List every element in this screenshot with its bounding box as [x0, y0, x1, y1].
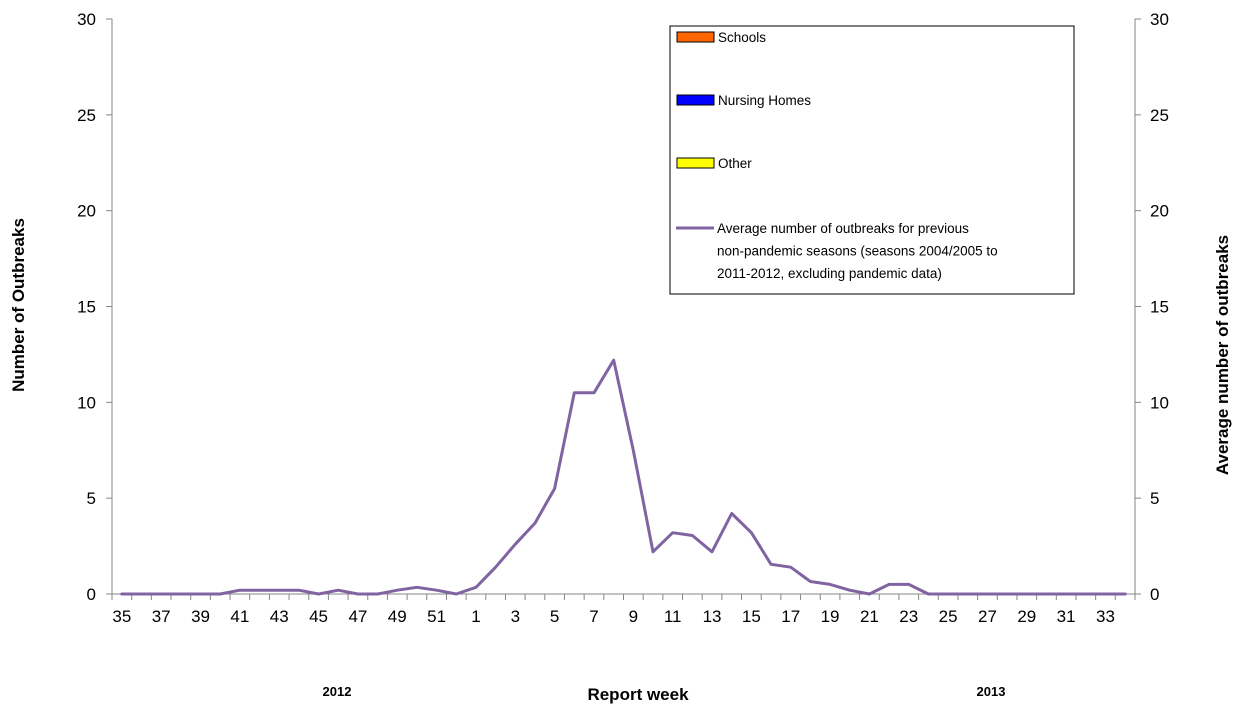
legend-label-line: Average number of outbreaks for previous [717, 221, 969, 236]
y-tick-label: 20 [77, 202, 96, 221]
y-tick-label: 15 [77, 298, 96, 317]
year-label-2013: 2013 [977, 684, 1006, 699]
y-axis-title: Number of Outbreaks [9, 218, 28, 392]
x-tick-label: 21 [860, 607, 879, 626]
y-tick-label: 30 [77, 10, 96, 29]
y-tick-label: 25 [77, 106, 96, 125]
x-tick-label: 45 [309, 607, 328, 626]
year-label-2012: 2012 [323, 684, 352, 699]
y2-tick-label: 20 [1150, 202, 1169, 221]
x-tick-label: 51 [427, 607, 446, 626]
x-tick-label: 11 [664, 607, 682, 626]
legend: Schools Nursing Homes Other Average number … [669, 25, 1075, 295]
legend-swatch [676, 157, 715, 169]
series-line-average [120, 358, 1127, 596]
y2-tick-label: 30 [1150, 10, 1169, 29]
x-tick-label: 41 [230, 607, 249, 626]
x-tick-label: 35 [112, 607, 131, 626]
x-tick-label: 17 [781, 607, 800, 626]
x-tick-label: 47 [348, 607, 367, 626]
x-tick-label: 37 [152, 607, 171, 626]
y2-axis-title: Average number of outbreaks [1213, 235, 1232, 475]
x-tick-label: 15 [742, 607, 761, 626]
x-tick-label: 1 [471, 607, 480, 626]
y-tick-label: 10 [77, 393, 96, 412]
x-tick-label: 39 [191, 607, 210, 626]
x-axis-title: Report week [587, 685, 689, 704]
legend-label-line: non-pandemic seasons (seasons 2004/2005 … [717, 244, 998, 259]
legend-label-line: 2011-2012, excluding pandemic data) [717, 266, 942, 281]
legend-label: Nursing Homes [718, 93, 811, 108]
x-tick-label: 25 [939, 607, 958, 626]
right-y-axis: 0 5 10 15 20 25 30 [1135, 10, 1169, 604]
x-tick-label: 43 [270, 607, 289, 626]
x-tick-label: 13 [703, 607, 722, 626]
y2-tick-label: 5 [1150, 489, 1159, 508]
y2-tick-label: 25 [1150, 106, 1169, 125]
x-tick-label: 31 [1057, 607, 1076, 626]
x-tick-label: 19 [821, 607, 840, 626]
x-tick-label: 27 [978, 607, 997, 626]
legend-box [669, 25, 1075, 295]
left-y-axis: 0 5 10 15 20 25 30 [77, 10, 112, 604]
y2-tick-label: 10 [1150, 393, 1169, 412]
series-layer [120, 358, 1127, 596]
x-tick-label: 9 [629, 607, 638, 626]
x-tick-label: 7 [589, 607, 598, 626]
y2-tick-label: 15 [1150, 298, 1169, 317]
x-axis: 35 37 39 41 43 45 47 49 51 1 3 5 7 9 11 13 15 17 19 21 23 25 2… [111, 594, 1136, 626]
x-tick-label: 3 [511, 607, 520, 626]
legend-label: Other [718, 156, 752, 171]
y-tick-label: 0 [87, 585, 96, 604]
x-tick-label: 5 [550, 607, 559, 626]
legend-swatch [676, 94, 715, 106]
x-tick-label: 23 [899, 607, 918, 626]
x-tick-label: 33 [1096, 607, 1115, 626]
x-tick-label: 29 [1017, 607, 1036, 626]
y2-tick-label: 0 [1150, 585, 1159, 604]
y-tick-label: 5 [87, 489, 96, 508]
x-tick-label: 49 [388, 607, 407, 626]
legend-swatch [676, 31, 715, 43]
legend-label: Schools [718, 30, 766, 45]
